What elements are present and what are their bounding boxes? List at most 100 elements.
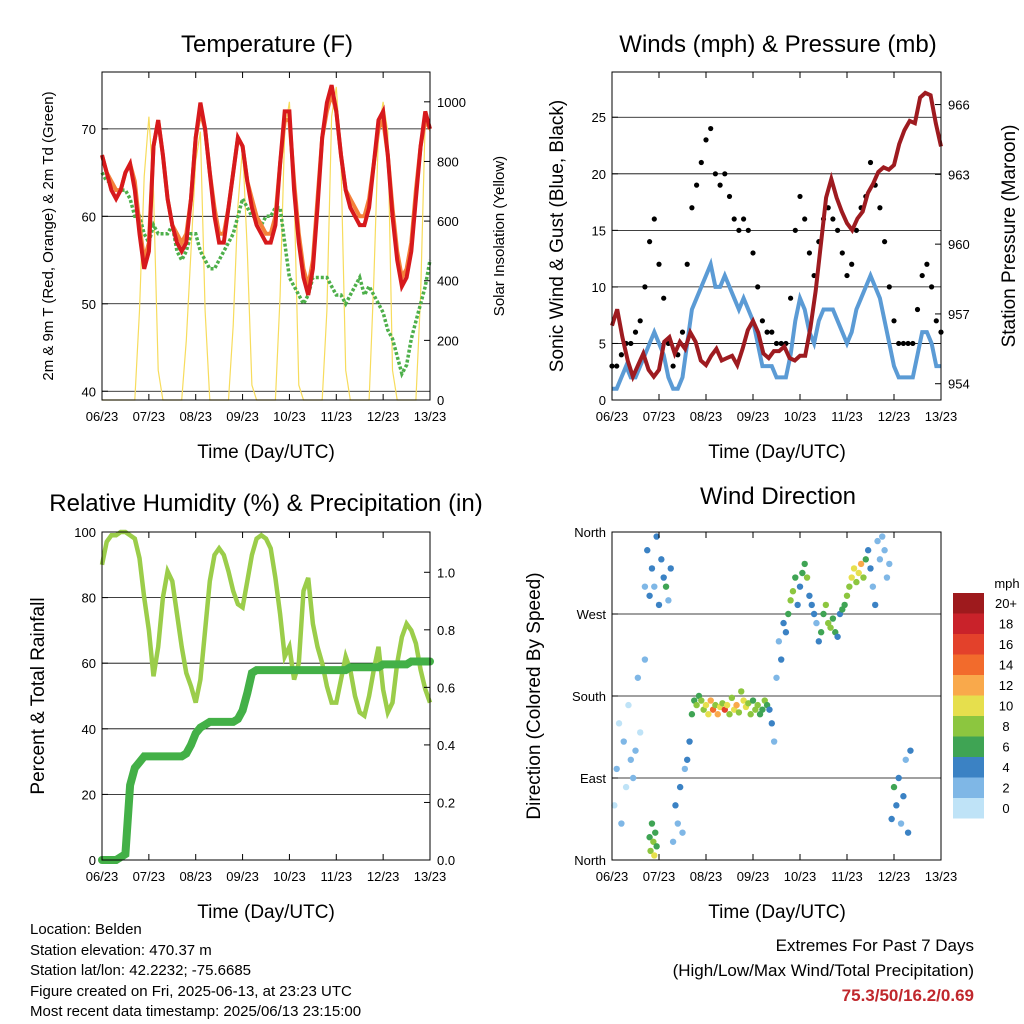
gust-point xyxy=(651,216,657,222)
sonic-wind-line xyxy=(612,257,941,391)
direction-point xyxy=(733,701,740,709)
winds-x-tick-label: 12/23 xyxy=(878,409,911,424)
direction-point xyxy=(679,829,686,836)
direction-point xyxy=(747,711,754,718)
direction-point xyxy=(759,706,766,713)
direction-point xyxy=(658,556,665,563)
direction-point xyxy=(900,793,907,800)
direction-point xyxy=(867,565,874,572)
gust-point xyxy=(773,340,780,347)
direction-point xyxy=(820,610,827,618)
humidity-y2-tick-label: 0.4 xyxy=(437,738,455,753)
gust-point xyxy=(632,329,639,335)
gust-point xyxy=(661,295,667,301)
gust-point xyxy=(919,272,925,279)
legend-label: 10 xyxy=(999,699,1013,714)
direction-y-tick-label: West xyxy=(577,607,607,622)
direction-point xyxy=(629,774,637,782)
gust-point xyxy=(736,227,742,233)
direction-x-tick-label: 09/23 xyxy=(737,869,770,884)
legend-swatch xyxy=(953,675,984,696)
gust-point xyxy=(731,216,737,222)
direction-point xyxy=(754,701,761,709)
humidity-y-tick-label: 100 xyxy=(74,525,96,540)
legend-swatch xyxy=(953,716,984,737)
elevation-text: Station elevation: 470.37 m xyxy=(30,941,212,959)
recent-data-text: Most recent data timestamp: 2025/06/13 2… xyxy=(30,1003,362,1020)
gust-point xyxy=(769,329,775,335)
direction-point xyxy=(644,547,651,554)
legend-label: 6 xyxy=(1002,740,1009,755)
gust-point xyxy=(849,261,855,267)
station-pressure-line xyxy=(610,90,943,383)
direction-y-tick-label: North xyxy=(574,525,606,540)
direction-point xyxy=(648,820,656,827)
direction-point xyxy=(702,701,710,709)
direction-point xyxy=(660,574,667,581)
humidity-title: Relative Humidity (%) & Precipitation (i… xyxy=(49,490,482,517)
direction-point xyxy=(796,583,804,590)
gust-point xyxy=(745,227,751,233)
direction-point xyxy=(890,783,898,791)
gust-point xyxy=(900,340,907,347)
legend-swatch xyxy=(953,695,984,716)
direction-point xyxy=(850,565,858,572)
temperature-y-tick-label: 60 xyxy=(82,209,96,224)
gust-point xyxy=(642,284,648,290)
direction-point xyxy=(648,565,656,572)
direction-point xyxy=(864,547,872,554)
gust-point xyxy=(759,318,766,324)
direction-point xyxy=(615,720,623,727)
legend-label: 0 xyxy=(1002,801,1009,816)
direction-point xyxy=(841,601,848,609)
humidity-y2-tick-label: 1.0 xyxy=(437,565,455,580)
direction-point xyxy=(646,834,653,841)
direction-point xyxy=(634,674,642,681)
winds-frame xyxy=(611,71,942,401)
gust-point xyxy=(741,216,747,222)
direction-point xyxy=(803,574,811,581)
direction-point xyxy=(650,838,657,845)
temperature-left-axis-label: 2m & 9m T (Red, Orange) & 2m Td (Green) xyxy=(40,91,57,380)
direction-point xyxy=(773,674,780,681)
humidity-panel: Relative Humidity (%) & Precipitation (i… xyxy=(28,490,483,923)
humidity-x-tick-label: 08/23 xyxy=(179,869,212,884)
direction-point xyxy=(622,783,630,791)
winds-x-tick-label: 07/23 xyxy=(643,409,676,424)
humidity-left-axis-label: Percent & Total Rainfall xyxy=(28,597,49,794)
direction-point xyxy=(846,583,853,590)
gust-point xyxy=(835,227,841,233)
direction-point xyxy=(883,574,891,581)
legend-label: 4 xyxy=(1002,760,1009,775)
speed-legend: mph 20+ 18 16 14 12 10 8 6 4 2 0 xyxy=(953,576,1020,819)
direction-x-tick-label: 13/23 xyxy=(925,869,958,884)
direction-point xyxy=(665,597,672,604)
legend-label: 8 xyxy=(1002,719,1009,734)
relative-humidity-line xyxy=(99,529,433,720)
direction-x-tick-label: 11/23 xyxy=(831,869,863,884)
humidity-x-tick-label: 12/23 xyxy=(367,869,400,884)
gust-point xyxy=(694,182,700,188)
winds-panel: Winds (mph) & Pressure (mb) 06/23 07/23 08… xyxy=(547,31,1020,463)
humidity-x-tick-label: 09/23 xyxy=(226,869,259,884)
direction-point xyxy=(853,578,860,586)
winds-x-tick-label: 10/23 xyxy=(784,409,817,424)
direction-point xyxy=(888,815,895,823)
direction-point xyxy=(651,852,658,859)
legend-label: 16 xyxy=(999,637,1013,652)
temperature-x-tick-label: 09/23 xyxy=(226,409,259,424)
direction-x-tick-label: 10/23 xyxy=(784,869,817,884)
station-info: Location: Belden Station elevation: 470.… xyxy=(30,920,361,1023)
gust-point xyxy=(806,250,813,256)
legend-swatch xyxy=(953,654,984,675)
direction-point xyxy=(794,601,801,609)
winds-y2-tick-label: 966 xyxy=(948,98,970,113)
direction-point xyxy=(874,537,881,545)
gust-point xyxy=(914,306,921,313)
direction-point xyxy=(652,829,659,836)
direction-point xyxy=(653,533,660,540)
direction-point xyxy=(627,756,634,763)
gust-point xyxy=(905,340,911,347)
direction-point xyxy=(684,756,691,763)
temperature-x-tick-label: 12/23 xyxy=(367,409,400,424)
